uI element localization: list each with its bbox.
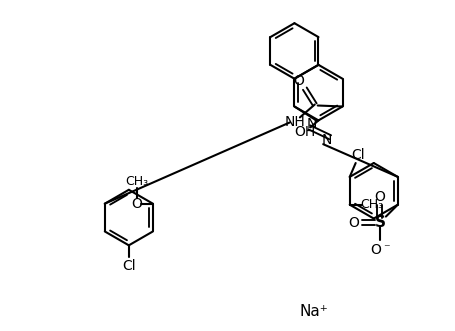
Text: CH₃: CH₃ — [360, 198, 383, 211]
Text: Cl: Cl — [122, 259, 136, 273]
Text: O: O — [293, 74, 304, 88]
Text: O: O — [370, 243, 381, 257]
Text: Cl: Cl — [351, 148, 364, 162]
Text: N: N — [307, 118, 318, 131]
Text: S: S — [374, 215, 385, 230]
Text: CH₃: CH₃ — [126, 175, 149, 188]
Text: NH: NH — [284, 116, 305, 129]
Text: O: O — [374, 190, 385, 204]
Text: N: N — [322, 133, 332, 147]
Text: O: O — [349, 215, 359, 229]
Text: Na⁺: Na⁺ — [300, 304, 329, 319]
Text: OH: OH — [294, 125, 315, 139]
Text: O: O — [131, 197, 142, 211]
Text: ⁻: ⁻ — [384, 242, 390, 255]
